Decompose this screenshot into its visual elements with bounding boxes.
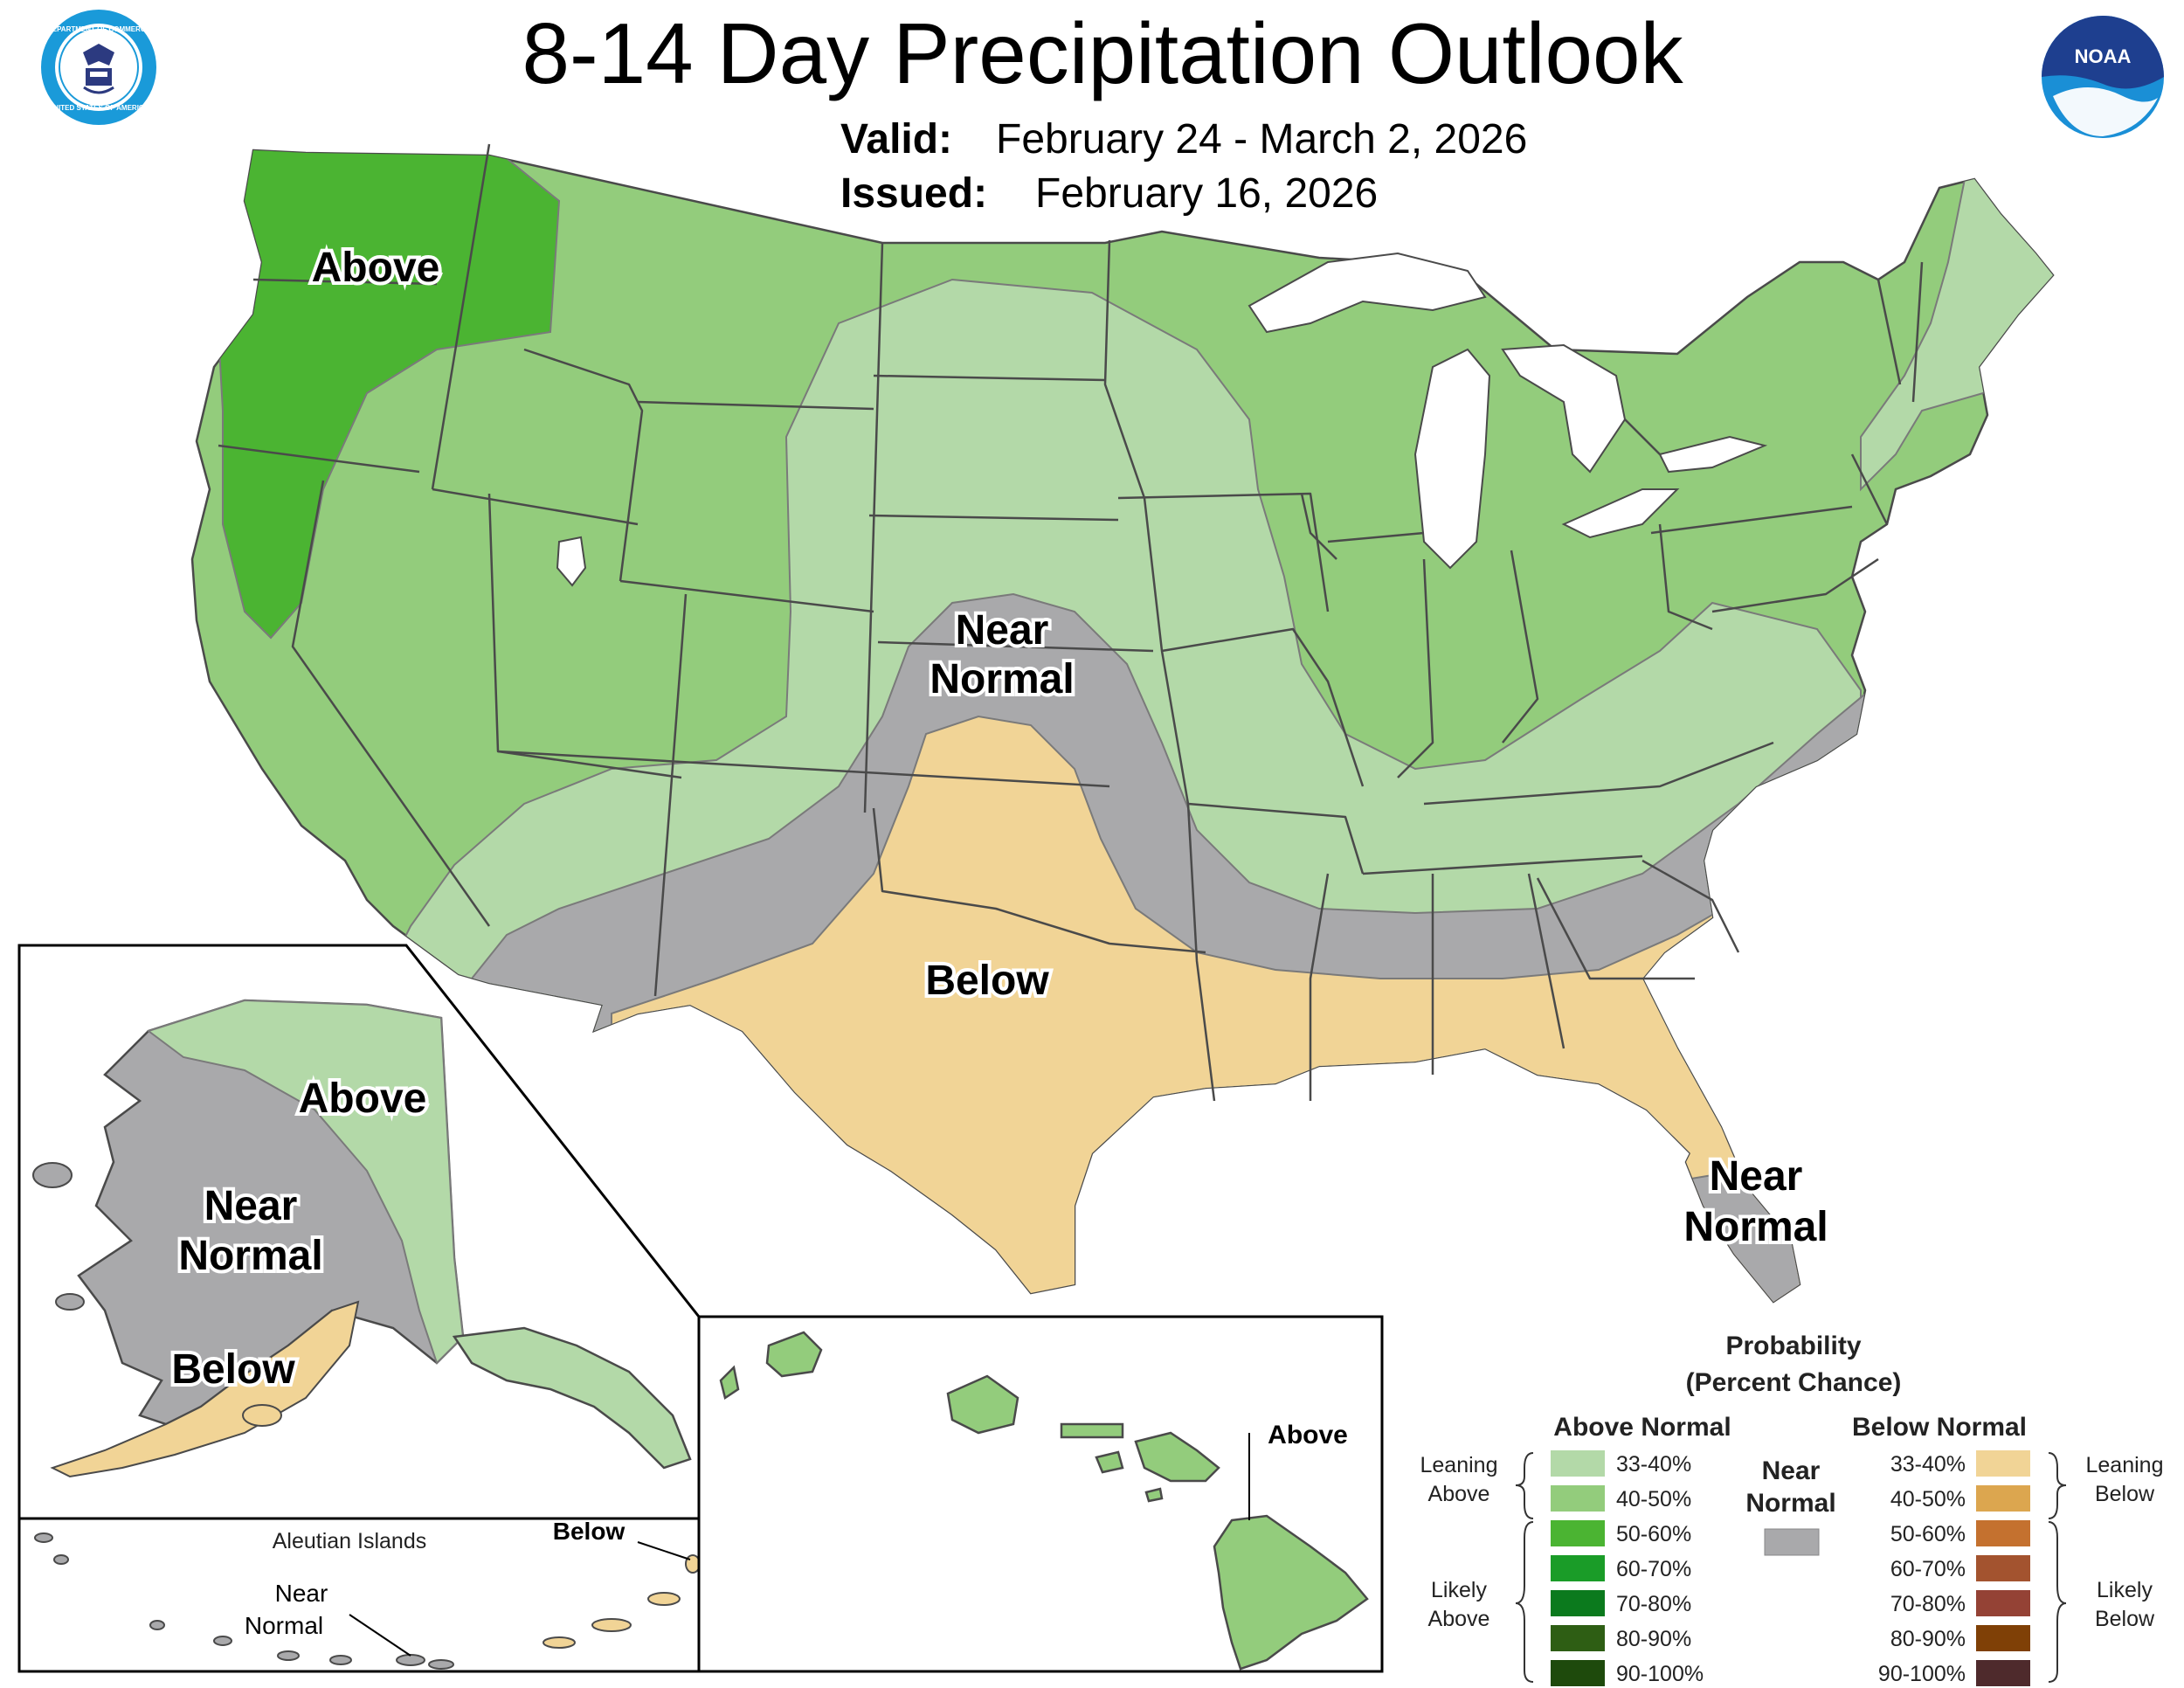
hawaii-island-big-island [1213,1514,1369,1671]
legend-brace-leaning-below [2048,1452,2067,1519]
legend-swatch-above-5 [1551,1590,1605,1616]
conus-label-near-normal-line2: Normal [930,656,1074,702]
noaa-text: NOAA [2075,45,2132,67]
alaska-label-above: Above [299,1076,427,1122]
legend-swatch-below-1 [1976,1450,2030,1477]
legend-range-above-3: 50-60% [1616,1522,1691,1546]
legend-swatch-above-7 [1551,1660,1605,1686]
legend-swatch-below-5 [1976,1590,2030,1616]
legend-below-header: Below Normal [1852,1413,2027,1442]
legend-swatch-above-2 [1551,1485,1605,1512]
aleutian-islands-below [543,1554,701,1649]
legend-likely-below-line2: Below [2095,1607,2155,1631]
hawaii-island-niihau [719,1365,740,1401]
legend: Probability (Percent Chance) Above Norma… [1420,1332,2164,1686]
legend-swatch-below-6 [1976,1625,2030,1651]
alaska-label-near-line2: Normal [178,1233,322,1279]
legend-range-above-2: 40-50% [1616,1487,1691,1512]
legend-range-above-1: 33-40% [1616,1452,1691,1477]
legend-swatch-below-4 [1976,1555,2030,1581]
legend-swatch-below-3 [1976,1520,2030,1546]
aleutian-label-near-line2: Normal [245,1612,323,1639]
legend-range-above-6: 80-90% [1616,1627,1691,1651]
department-of-commerce-seal-icon: DEPARTMENT OF COMMERCE UNITED STATES OF … [41,10,156,125]
legend-title-line1: Probability [1725,1332,1861,1360]
alaska-region-below-33-40 [50,1300,360,1478]
commerce-seal-text-bottom: UNITED STATES OF AMERICA [49,104,149,112]
valid-label: Valid: [840,116,952,163]
alaska-label-near-line1: Near [204,1183,298,1229]
legend-swatch-above-6 [1551,1625,1605,1651]
hawaii-island-molokai [1060,1422,1124,1439]
hawaii-island-lanai [1095,1450,1124,1474]
hawaii-inset: Above [697,1315,1384,1673]
legend-near-line2: Normal [1745,1489,1835,1518]
aleutian-below-pointer [637,1541,691,1560]
legend-swatch-below-2 [1976,1485,2030,1512]
valid-value: February 24 - March 2, 2026 [996,116,1527,163]
legend-likely-above-line1: Likely [1431,1578,1487,1602]
legend-swatch-above-3 [1551,1520,1605,1546]
state-boundaries [218,143,1924,1102]
conus-label-above: Above [312,245,440,291]
legend-brace-likely-below [2048,1521,2067,1683]
legend-above-rows: 33-40% 40-50% 50-60% 60-70% 70-80% 80-90% 90-1… [1551,1450,1704,1686]
legend-below-rows: 33-40% 40-50% 50-60% 60-70% 70-80% 80-90% 90-1… [1878,1450,2030,1686]
aleutian-inset: Aleutian Islands Below Near Normal [17,1517,701,1673]
legend-range-above-4: 60-70% [1616,1557,1691,1581]
legend-swatch-below-7 [1976,1660,2030,1686]
legend-brace-likely-above [1515,1521,1534,1683]
conus-label-near-normal-line1: Near [956,607,1049,654]
aleutian-label-near-line1: Near [275,1580,328,1607]
hawaii-island-oahu [946,1374,1019,1435]
hawaii-island-kauai [765,1331,823,1378]
legend-range-above-7: 90-100% [1616,1662,1704,1686]
legend-near-line1: Near [1762,1456,1821,1485]
alaska-label-below: Below [171,1346,295,1393]
legend-range-below-4: 60-70% [1890,1557,1966,1581]
alaska-region-above-33-40 [146,999,465,1365]
alaska-inset: Above Near Normal Below [17,944,701,1520]
legend-range-below-6: 80-90% [1890,1627,1966,1651]
legend-likely-below-line1: Likely [2097,1578,2153,1602]
aleutian-islands [34,1532,454,1670]
legend-range-below-2: 40-50% [1890,1487,1966,1512]
legend-leaning-above-line1: Leaning [1420,1453,1498,1477]
legend-leaning-below-line2: Below [2095,1482,2155,1506]
florida-label-near-line2: Normal [1683,1204,1828,1250]
legend-leaning-below-line1: Leaning [2086,1453,2164,1477]
legend-swatch-above-4 [1551,1555,1605,1581]
legend-swatch-near-normal [1764,1528,1820,1556]
legend-range-below-5: 70-80% [1890,1592,1966,1616]
commerce-seal-text-top: DEPARTMENT OF COMMERCE [47,25,151,33]
aleutian-near-pointer [349,1614,411,1657]
florida-label-near-line1: Near [1710,1153,1803,1200]
legend-swatch-above-1 [1551,1450,1605,1477]
hawaii-label-above: Above [1268,1421,1348,1449]
hawaii-island-kahoolawe [1144,1487,1164,1503]
map-title: 8-14 Day Precipitation Outlook [522,5,1683,101]
legend-range-below-3: 50-60% [1890,1522,1966,1546]
noaa-logo-icon: NOAA [2042,16,2164,138]
great-lakes [556,252,1768,587]
aleutian-label-below: Below [553,1518,625,1545]
alaska-panhandle [452,1326,692,1470]
legend-title-line2: (Percent Chance) [1686,1368,1902,1397]
legend-likely-above-line2: Above [1428,1607,1490,1631]
legend-range-above-5: 70-80% [1616,1592,1691,1616]
legend-brace-leaning-above [1515,1452,1534,1519]
conus-label-below: Below [925,958,1049,1004]
legend-above-header: Above Normal [1553,1413,1731,1442]
issued-label: Issued: [840,170,987,217]
legend-leaning-above-line2: Above [1428,1482,1490,1506]
hawaii-island-maui [1134,1431,1220,1483]
legend-range-below-1: 33-40% [1890,1452,1966,1477]
issued-value: February 16, 2026 [1035,170,1378,217]
aleutian-title: Aleutian Islands [273,1529,427,1553]
legend-range-below-7: 90-100% [1878,1662,1966,1686]
